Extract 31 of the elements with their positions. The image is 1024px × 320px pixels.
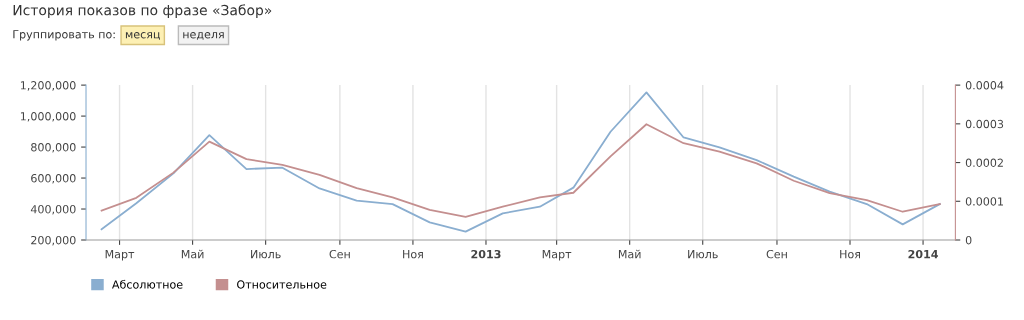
x-tick-label: Май: [181, 249, 204, 259]
x-tick-label: Ноя: [403, 250, 423, 259]
x-tick-label: 2014: [908, 249, 939, 259]
text: неделя: [183, 32, 224, 40]
x-tick-label: Март: [105, 250, 135, 261]
y2-tick-label: 0.0003: [965, 119, 1004, 129]
text: месяц: [125, 32, 160, 40]
legend-label: Абсолютное: [112, 279, 183, 289]
line-series: [100, 123, 941, 218]
text: Группировать по:: [13, 30, 115, 41]
y2-tick-label: 0.0002: [965, 158, 1003, 167]
y-tick-label: 400,000: [30, 205, 76, 215]
y2-tick-label: 0.0004: [965, 81, 1004, 90]
chart-title: История показов по фразе «Забор»: [13, 4, 272, 19]
x-tick-label: Май: [618, 249, 641, 259]
y-tick-label: 1,200,000: [20, 81, 76, 91]
x-tick-label: Сен: [329, 249, 350, 259]
x-tick-label: Март: [542, 250, 572, 261]
y-tick-label: 800,000: [31, 143, 76, 153]
y2-tick-label: 0: [965, 235, 972, 245]
y-tick-label: 600,000: [31, 174, 76, 184]
x-tick-label: Июль: [688, 250, 718, 259]
x-tick-label: Сен: [766, 249, 787, 259]
line-series: [100, 91, 941, 233]
x-tick-label: Ноя: [840, 250, 860, 259]
x-tick-label: 2013: [471, 249, 501, 259]
y-tick-label: 200,000: [31, 235, 76, 246]
y-tick-label: 1,000,000: [20, 112, 76, 122]
legend-label: Относительное: [237, 280, 327, 289]
y2-tick-label: 0.0001: [965, 197, 1003, 206]
x-tick-label: Июль: [251, 250, 281, 259]
